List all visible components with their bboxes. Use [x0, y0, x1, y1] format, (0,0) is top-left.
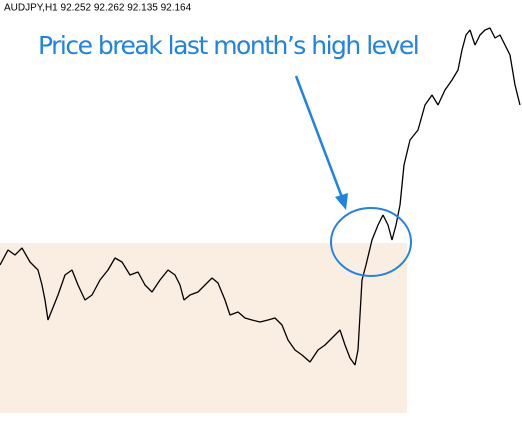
arrow-shaft — [294, 75, 345, 201]
price-line — [0, 27, 521, 366]
chart-title: AUDJPY,H1 92.252 92.262 92.135 92.164 — [4, 3, 192, 14]
plot — [0, 27, 521, 366]
annotation: Price break last month’s high level — [38, 31, 418, 60]
arrow-head — [335, 193, 348, 210]
highlight-circle — [330, 207, 412, 277]
last-month-range — [0, 243, 407, 413]
